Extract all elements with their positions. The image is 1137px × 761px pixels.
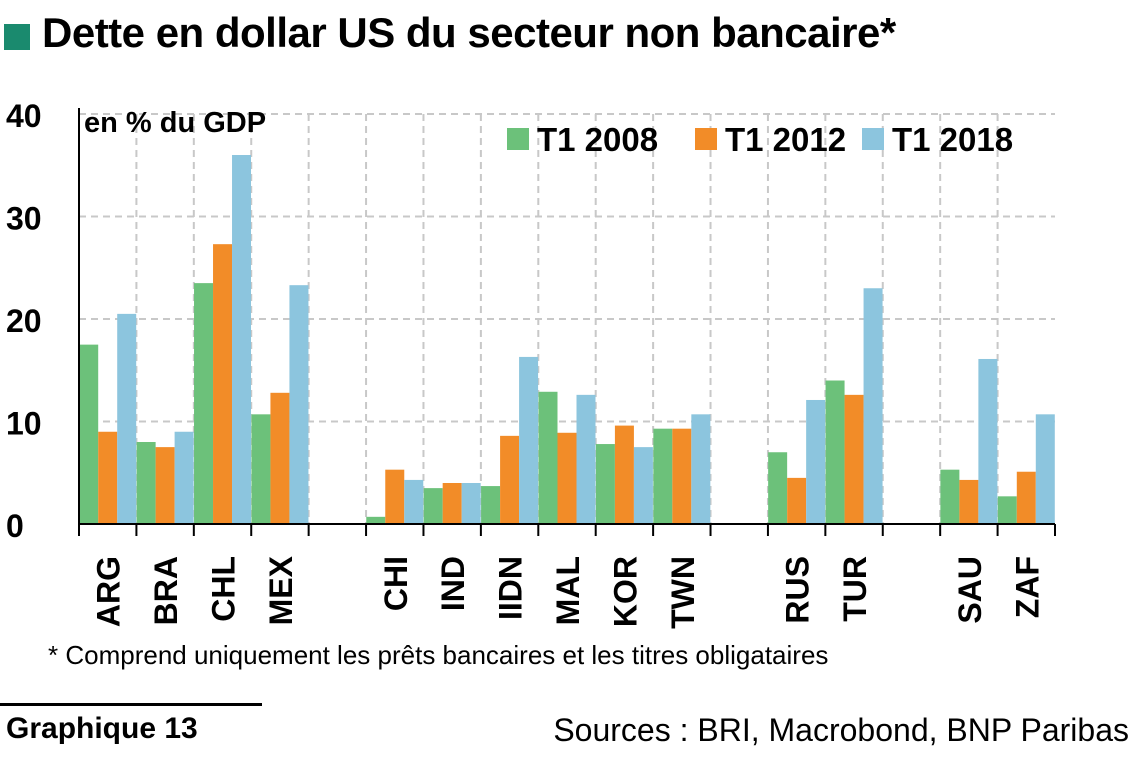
legend-swatch-t1-2012	[695, 128, 717, 150]
bar-mex-t1-2018	[289, 285, 309, 524]
bar-chi-t1-2012	[385, 469, 405, 524]
bar-ind-t1-2008	[423, 488, 443, 524]
y-tick-label: 30	[6, 201, 42, 237]
bar-rus-t1-2012	[787, 477, 807, 524]
legend-label-t1-2008: T1 2008	[537, 121, 658, 158]
bar-mex-t1-2012	[270, 392, 290, 524]
bar-ind-t1-2012	[442, 483, 462, 524]
bar-zaf-t1-2008	[997, 496, 1017, 524]
legend-label-t1-2012: T1 2012	[725, 121, 846, 158]
x-tick-label: KOR	[607, 556, 643, 627]
x-tick-label: CHL	[206, 556, 242, 622]
title-square-icon	[4, 24, 30, 50]
bar-twn-t1-2012	[672, 428, 692, 524]
bar-twn-t1-2008	[653, 428, 673, 524]
bar-iidn-t1-2008	[481, 486, 501, 524]
x-tick-label: ARG	[91, 556, 127, 627]
x-tick-label: TWN	[665, 556, 701, 629]
bar-rus-t1-2008	[768, 452, 788, 524]
bar-mal-t1-2018	[576, 394, 596, 524]
bar-bra-t1-2012	[155, 447, 175, 524]
y-tick-label: 20	[6, 303, 42, 339]
bar-sau-t1-2012	[959, 479, 979, 524]
x-tick-label: RUS	[780, 556, 816, 624]
bar-arg-t1-2018	[117, 313, 137, 524]
x-tick-label: TUR	[837, 556, 873, 622]
bar-zaf-t1-2012	[1016, 471, 1036, 524]
bar-sau-t1-2018	[978, 358, 998, 524]
legend-swatch-t1-2018	[862, 128, 884, 150]
graph-label: Graphique 13	[6, 712, 198, 745]
bar-tur-t1-2012	[844, 394, 864, 524]
bar-rus-t1-2018	[806, 399, 826, 524]
bar-chart: 0 10 20 30 40 ARG BRA CHL MEX CHI IND IIDN MAL KOR TWN…	[6, 98, 1056, 629]
bar-iidn-t1-2018	[519, 356, 539, 524]
bar-arg-t1-2012	[98, 431, 118, 524]
x-tick-label: IIDN	[493, 556, 529, 620]
x-tick-label: CHI	[378, 556, 414, 611]
x-tick-label: IND	[435, 556, 471, 611]
bar-iidn-t1-2012	[500, 435, 520, 524]
y-tick-label: 40	[6, 98, 42, 134]
legend-swatch-t1-2008	[507, 128, 529, 150]
footer-rule	[0, 703, 262, 706]
bar-mal-t1-2008	[538, 391, 558, 524]
x-tick-label: MAL	[550, 556, 586, 625]
legend-label-t1-2018: T1 2018	[892, 121, 1013, 158]
bar-tur-t1-2008	[825, 380, 845, 524]
bar-twn-t1-2018	[691, 414, 711, 524]
chart-title-row: Dette en dollar US du secteur non bancai…	[0, 2, 896, 64]
bar-zaf-t1-2018	[1035, 414, 1055, 524]
bar-chi-t1-2008	[366, 516, 386, 524]
bar-kor-t1-2012	[614, 425, 634, 524]
x-tick-label: BRA	[148, 556, 184, 625]
bar-bra-t1-2018	[174, 431, 194, 524]
bar-kor-t1-2018	[633, 447, 653, 524]
bar-chl-t1-2008	[194, 283, 214, 524]
y-tick-label: 10	[6, 406, 42, 442]
x-tick-label: SAU	[952, 556, 988, 624]
bar-chl-t1-2012	[213, 244, 233, 525]
bar-sau-t1-2008	[940, 469, 960, 524]
bar-ind-t1-2018	[461, 483, 481, 524]
footnote: * Comprend uniquement les prêts bancaire…	[48, 640, 829, 670]
x-tick-label: MEX	[263, 555, 299, 625]
bar-chl-t1-2018	[232, 155, 252, 524]
bar-chi-t1-2018	[404, 479, 424, 524]
chart-title: Dette en dollar US du secteur non bancai…	[42, 9, 896, 56]
bar-kor-t1-2008	[595, 444, 615, 524]
y-tick-label: 0	[6, 508, 24, 544]
bar-mex-t1-2008	[251, 414, 271, 524]
bar-bra-t1-2008	[136, 442, 156, 524]
x-tick-label: ZAF	[1009, 556, 1045, 618]
sources: Sources : BRI, Macrobond, BNP Paribas	[553, 712, 1129, 748]
unit-label: en % du GDP	[84, 107, 266, 139]
bar-tur-t1-2018	[863, 288, 883, 524]
bar-mal-t1-2012	[557, 432, 577, 524]
bar-arg-t1-2008	[79, 344, 99, 524]
